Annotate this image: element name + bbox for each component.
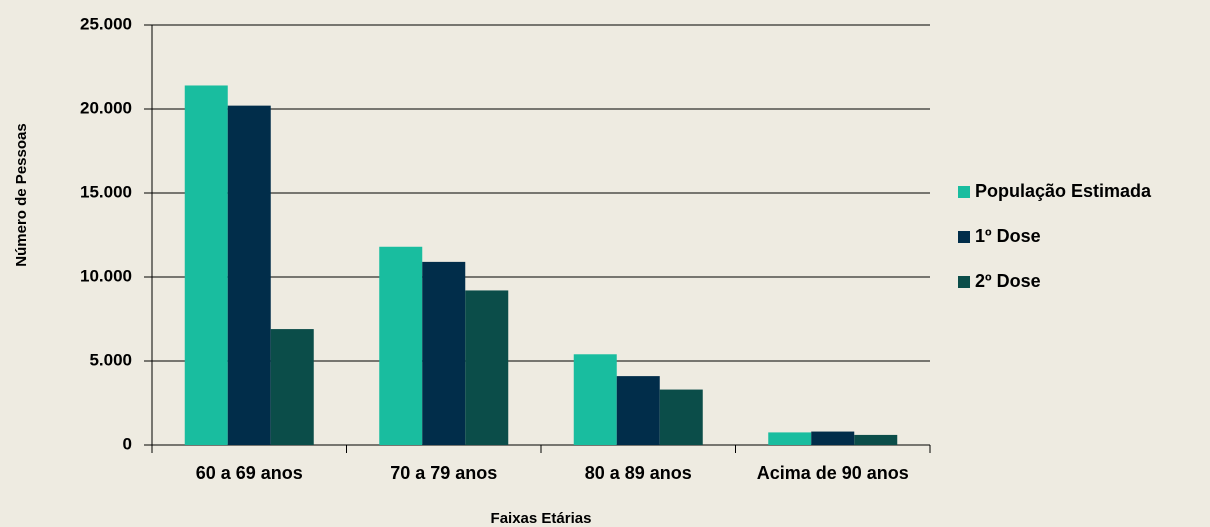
bar [616,376,660,445]
legend-swatch [958,231,970,243]
y-tick-label: 0 [123,434,132,453]
bar [379,246,423,445]
bar [768,432,812,445]
y-tick-label: 5.000 [89,350,132,369]
bar [422,261,466,445]
legend-label: 2º Dose [975,271,1041,291]
legend-swatch [958,186,970,198]
y-tick-label: 15.000 [80,182,132,201]
bar [811,431,855,445]
x-axis-title: Faixas Etárias [491,510,592,527]
y-tick-label: 25.000 [80,14,132,33]
legend-swatch [958,276,970,288]
bar [270,329,314,445]
bar [184,85,228,445]
y-axis-title: Número de Pessoas [13,123,30,266]
y-tick-label: 10.000 [80,266,132,285]
bar [465,290,509,445]
x-tick-label: 60 a 69 anos [195,463,303,483]
x-tick-label: 80 a 89 anos [584,463,692,483]
x-tick-label: Acima de 90 anos [756,463,909,483]
legend-label: 1º Dose [975,226,1041,246]
y-tick-label: 20.000 [80,98,132,117]
bar [659,389,703,445]
bar [227,105,271,445]
x-tick-label: 70 a 79 anos [390,463,498,483]
bar [573,354,617,445]
bar [854,434,898,445]
legend-label: População Estimada [975,181,1152,201]
